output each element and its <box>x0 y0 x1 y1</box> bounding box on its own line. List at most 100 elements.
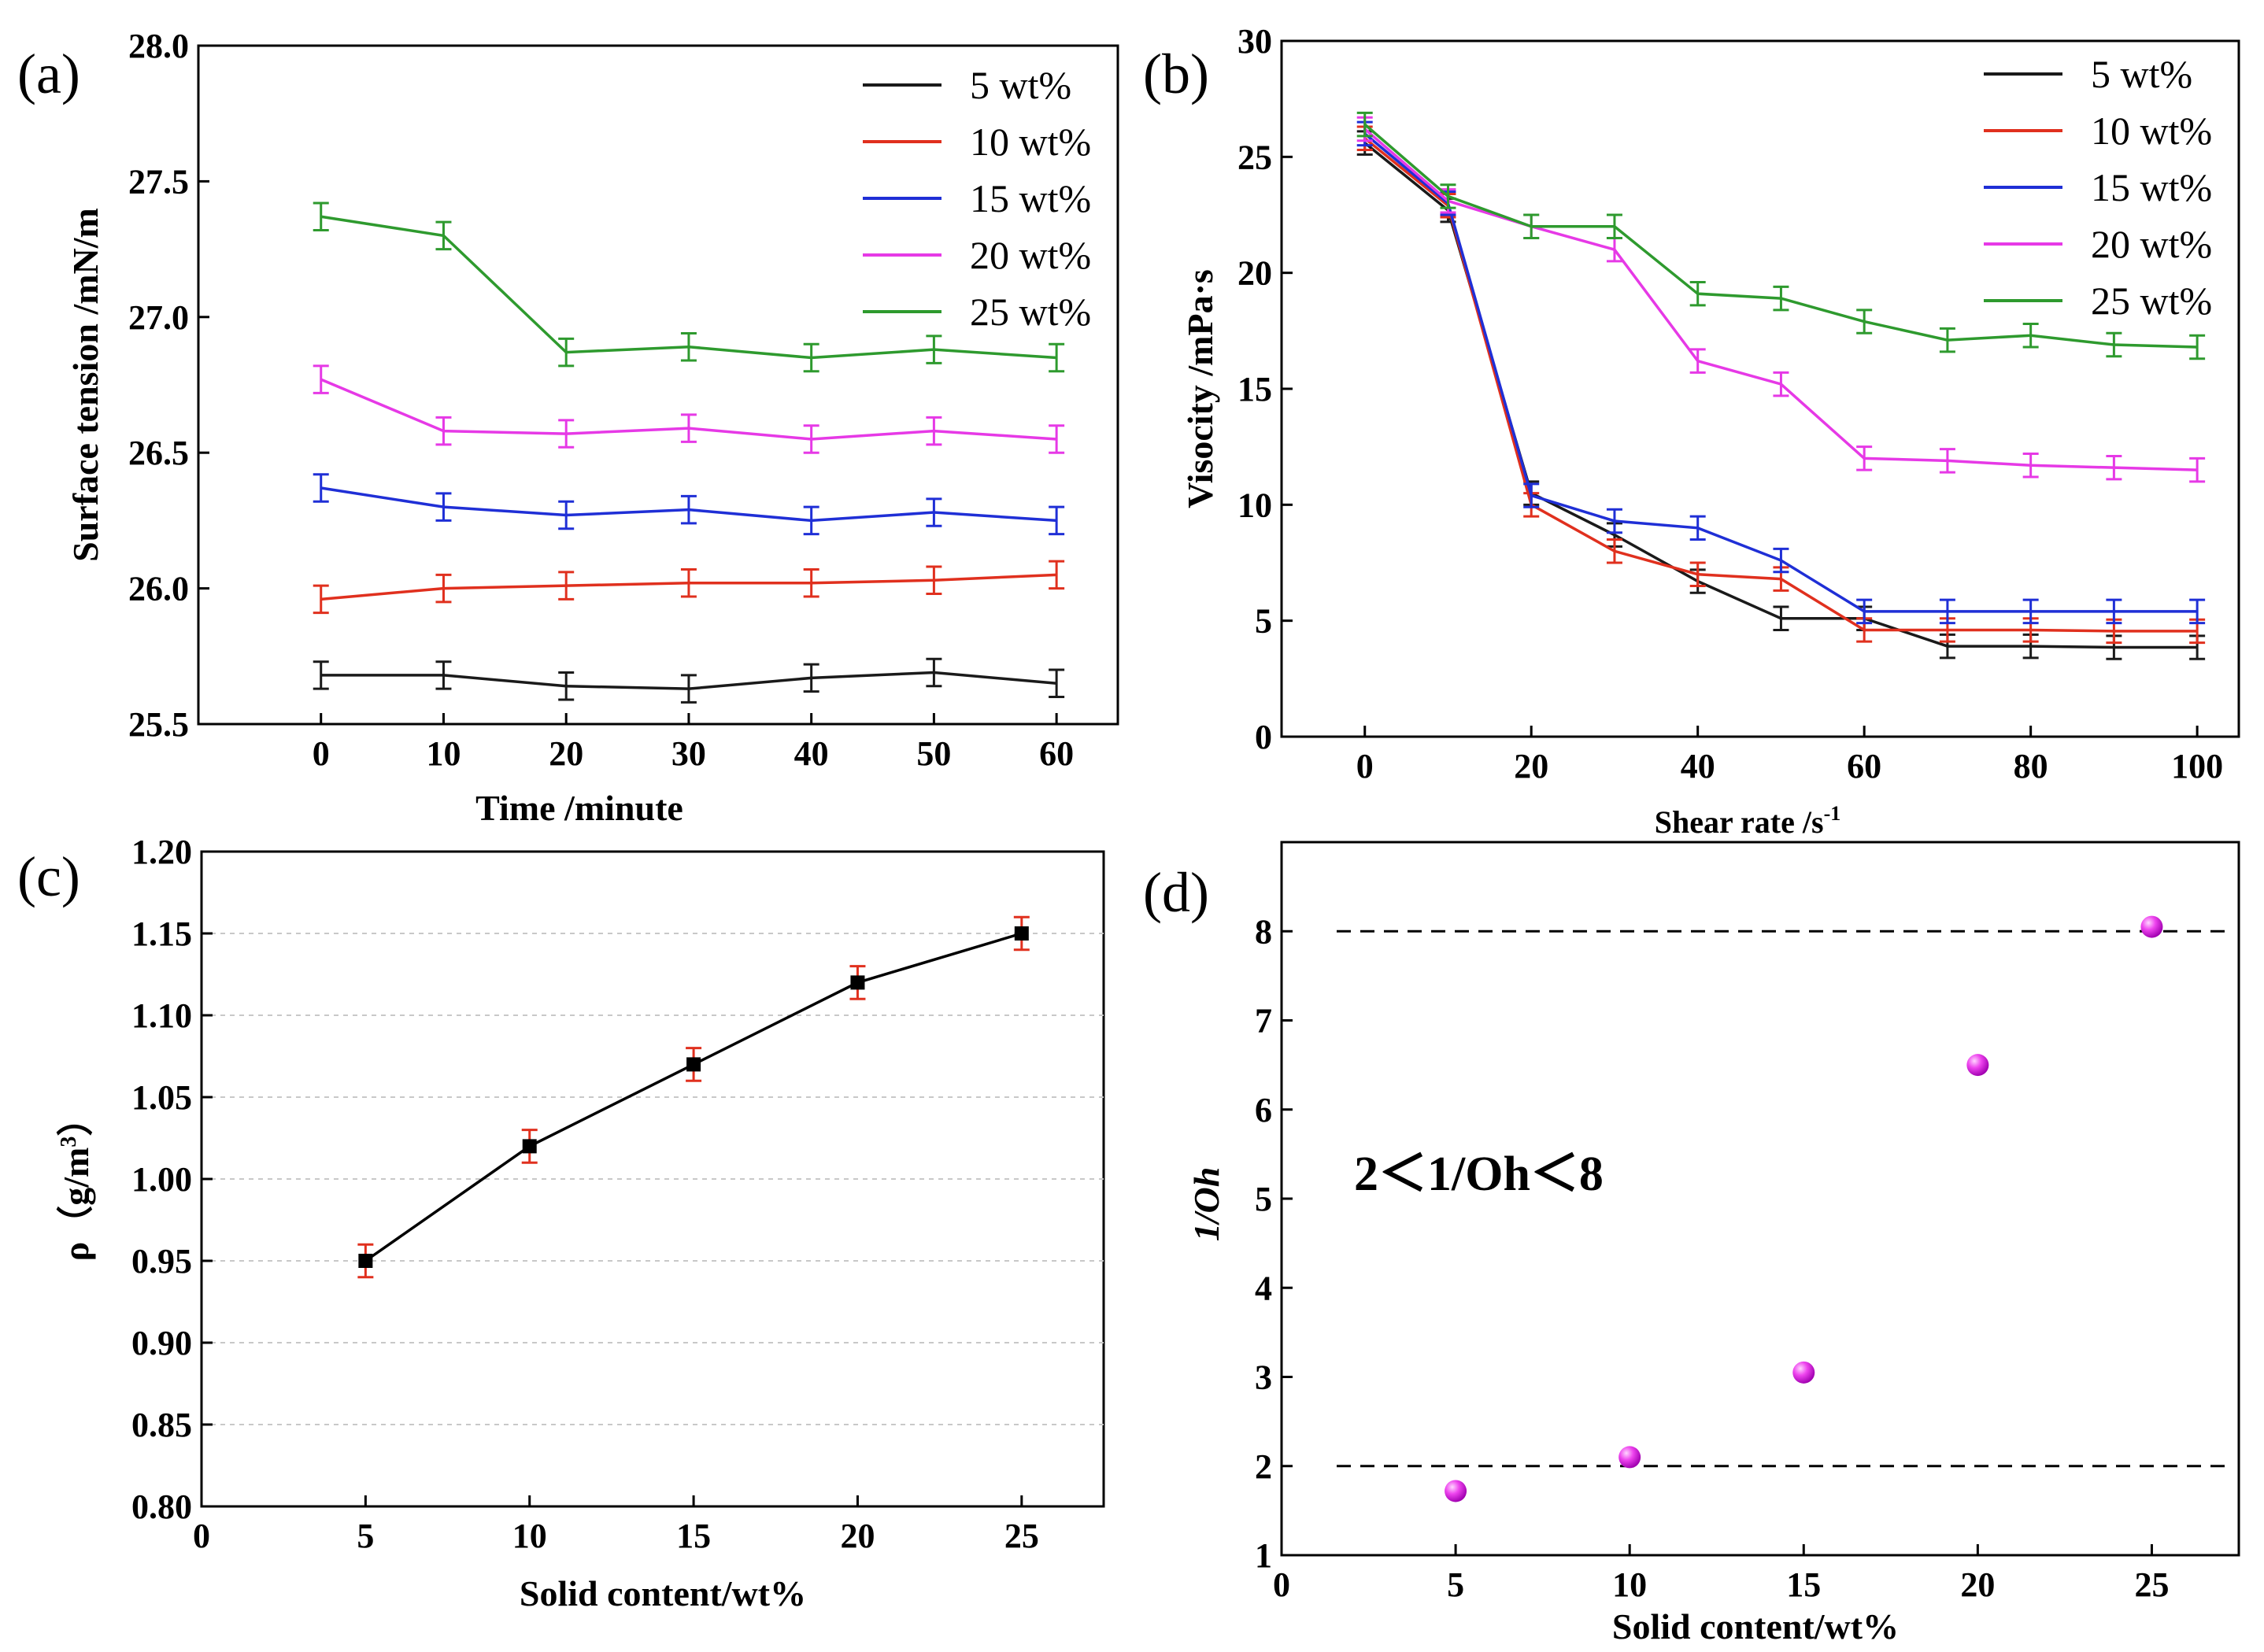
x-tick-label: 100 <box>2171 747 2223 785</box>
panel-a-x-ticks: 0 10 20 30 40 50 60 <box>313 713 1074 773</box>
y-tick-label: 1.20 <box>131 833 192 871</box>
scatter-point <box>2140 915 2163 938</box>
x-tick-label: 15 <box>1786 1565 1821 1604</box>
y-tick-label: 5 <box>1255 602 1272 641</box>
x-tick-label: 5 <box>357 1517 374 1555</box>
panel-a-x-axis-label: Time /minute <box>475 788 683 828</box>
scatter-point <box>1445 1480 1467 1502</box>
y-tick-label: 1 <box>1255 1536 1272 1575</box>
panel-b-x-ticks: 0 20 40 60 80 100 <box>1356 726 2223 785</box>
x-tick-label: 40 <box>1681 747 1715 785</box>
panel-a-y-ticks: 25.5 26.0 26.5 27.0 27.5 28.0 <box>128 27 209 744</box>
scatter-point <box>1966 1054 1989 1077</box>
panel-a-y-axis-label: Surface tension /mN/m <box>65 208 105 562</box>
data-point-marker <box>686 1057 701 1072</box>
y-tick-label: 0.90 <box>131 1324 192 1362</box>
legend-label: 10 wt% <box>970 120 1091 164</box>
x-tick-label: 0 <box>1273 1565 1290 1604</box>
y-tick-label: 27.5 <box>128 162 189 201</box>
panel-d-annotation: 2＜1/Oh＜8 <box>1354 1148 1604 1201</box>
x-tick-label: 0 <box>313 734 330 773</box>
legend-label: 15 wt% <box>2091 165 2212 209</box>
y-tick-label: 1.10 <box>131 996 192 1035</box>
y-tick-label: 26.0 <box>128 570 189 608</box>
x-tick-label: 20 <box>1514 747 1548 785</box>
x-tick-label: 15 <box>676 1517 711 1555</box>
panel-c-gridlines <box>202 933 1104 1425</box>
panel-a-surface-tension: (a) 25.5 26.0 26.5 27.0 27.5 28.0 0 10 20 30 40 50… <box>17 27 1119 828</box>
panel-a-legend: 5 wt% 10 wt% 15 wt% 20 wt% 25 wt% <box>863 63 1091 334</box>
legend-label: 5 wt% <box>2091 52 2192 96</box>
y-tick-label: 3 <box>1255 1358 1272 1397</box>
data-point-marker <box>1014 926 1029 941</box>
y-tick-label: 4 <box>1255 1269 1272 1307</box>
panel-d-label: (d) <box>1143 861 1209 924</box>
legend-label: 5 wt% <box>970 63 1071 107</box>
x-tick-label: 25 <box>2134 1565 2169 1604</box>
y-tick-label: 0.85 <box>131 1406 192 1444</box>
y-tick-label: 7 <box>1255 1002 1272 1040</box>
y-tick-label: 10 <box>1237 486 1272 524</box>
y-tick-label: 1.05 <box>131 1078 192 1117</box>
y-tick-label: 6 <box>1255 1091 1272 1129</box>
panel-c-y-ticks: 0.80 0.85 0.90 0.95 1.00 1.05 1.10 1.15 1.20 <box>131 833 213 1526</box>
panel-d-y-axis-label: 1/Oh <box>1186 1167 1226 1242</box>
x-tick-label: 5 <box>1447 1565 1464 1604</box>
x-tick-label: 60 <box>1847 747 1881 785</box>
panel-d-x-ticks: 0 5 10 15 20 25 <box>1273 1544 2169 1604</box>
panel-d-reference-lines <box>1337 929 2231 1468</box>
x-tick-label: 60 <box>1039 734 1074 773</box>
legend-label: 20 wt% <box>2091 222 2212 266</box>
legend-label: 10 wt% <box>2091 109 2212 153</box>
panel-c-density: (c) 0.80 0.85 0.90 0.95 1.00 1.05 1.10 1.15 1.20… <box>17 833 1105 1613</box>
panel-a-plot-frame <box>197 44 1119 726</box>
y-tick-label: 8 <box>1255 912 1272 951</box>
panel-c-x-ticks: 0 5 10 15 20 25 <box>193 1495 1039 1555</box>
x-tick-label: 20 <box>549 734 583 773</box>
panel-d-x-axis-label: Solid content/wt% <box>1612 1606 1899 1646</box>
x-tick-label: 0 <box>193 1517 210 1555</box>
panel-d-series <box>1445 915 2163 1502</box>
panel-b-y-ticks: 0 5 10 15 20 25 30 <box>1237 22 1293 756</box>
panel-b-x-axis-label: Shear rate /s-1 <box>1655 802 1840 840</box>
legend-label: 25 wt% <box>970 290 1091 334</box>
panel-a-label: (a) <box>17 43 80 105</box>
y-tick-label: 1.15 <box>131 915 192 953</box>
panel-c-series <box>357 915 1030 1279</box>
data-point-marker <box>358 1254 373 1268</box>
y-tick-label: 0.95 <box>131 1242 192 1281</box>
legend-label: 15 wt% <box>970 176 1091 220</box>
data-point-marker <box>850 975 865 990</box>
y-tick-label: 5 <box>1255 1180 1272 1218</box>
panel-b-label: (b) <box>1143 43 1209 105</box>
y-tick-label: 0.80 <box>131 1488 192 1526</box>
panel-d-y-ticks: 1 2 3 4 5 6 7 8 <box>1255 912 1293 1575</box>
y-tick-label: 2 <box>1255 1447 1272 1486</box>
y-tick-label: 28.0 <box>128 27 189 65</box>
panel-b-series <box>1356 111 2206 660</box>
x-tick-label: 10 <box>512 1517 547 1555</box>
x-tick-label: 25 <box>1004 1517 1039 1555</box>
legend-label: 20 wt% <box>970 233 1091 277</box>
panel-c-label: (c) <box>17 845 80 908</box>
panel-b-viscosity: (b) 0 5 10 15 20 25 30 0 20 40 60 80 100 Shear rate… <box>1143 22 2240 840</box>
panel-c-y-axis-label: ρ（g/m3） <box>56 1100 96 1262</box>
y-tick-label: 0 <box>1255 718 1272 756</box>
series-line <box>1363 123 2198 349</box>
data-point-marker <box>522 1139 537 1154</box>
panel-b-legend: 5 wt% 10 wt% 15 wt% 20 wt% 25 wt% <box>1984 52 2212 323</box>
x-tick-label: 10 <box>1612 1565 1647 1604</box>
x-tick-label: 80 <box>2014 747 2048 785</box>
panel-d-inverse-ohnesorge: (d) 1 2 3 4 5 6 7 8 0 5 10 15 20 25 Solid content/wt… <box>1143 841 2240 1646</box>
y-tick-label: 25.5 <box>128 705 189 744</box>
y-tick-label: 27.0 <box>128 298 189 337</box>
scatter-point <box>1792 1361 1815 1384</box>
y-tick-label: 25 <box>1237 138 1272 176</box>
y-tick-label: 1.00 <box>131 1160 192 1199</box>
y-tick-label: 30 <box>1237 22 1272 61</box>
x-tick-label: 0 <box>1356 747 1374 785</box>
legend-label: 25 wt% <box>2091 279 2212 323</box>
x-tick-label: 10 <box>426 734 461 773</box>
y-tick-label: 20 <box>1237 254 1272 293</box>
